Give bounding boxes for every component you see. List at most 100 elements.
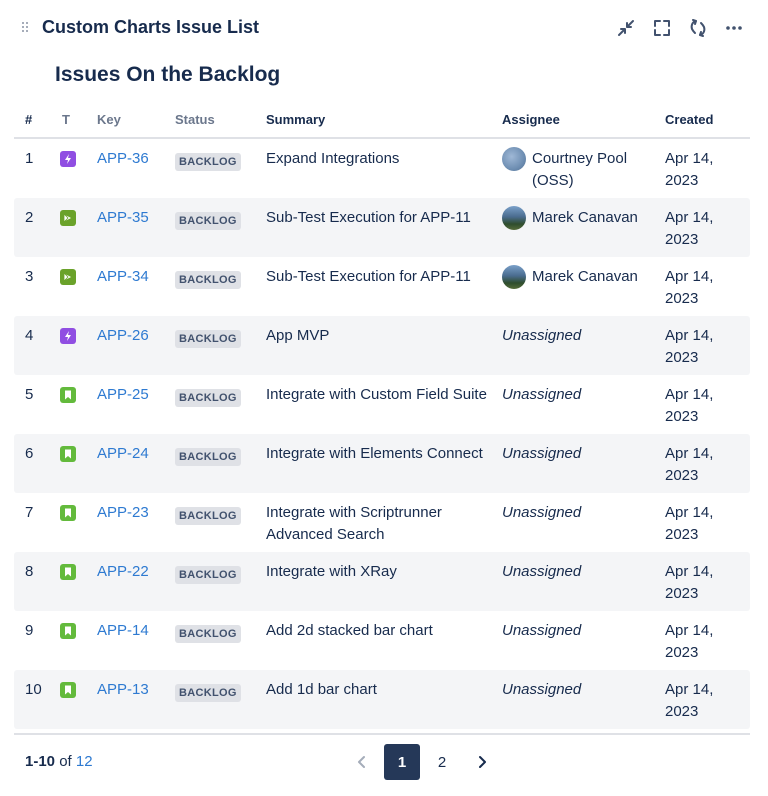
issue-key-link[interactable]: APP-13 [97, 681, 149, 698]
row-number: 8 [25, 563, 34, 580]
issue-type [60, 564, 76, 587]
assignee[interactable]: Marek Canavan [502, 265, 654, 289]
range-text: 1-10 [25, 753, 56, 770]
column-header-status[interactable]: Status [175, 112, 215, 127]
issue-key: APP-25 [97, 384, 149, 406]
column-header-type[interactable]: T [62, 112, 70, 127]
issue-key: APP-13 [97, 679, 149, 701]
issue-type [60, 446, 76, 469]
table-row[interactable]: 7 APP-23 BACKLOG Integrate with Scriptrunne… [14, 493, 750, 552]
issue-key-link[interactable]: APP-26 [97, 327, 149, 344]
assignee-cell: Unassigned [502, 561, 654, 583]
table-row[interactable]: 2 APP-35 BACKLOG Sub-Test Execution for APP… [14, 198, 750, 257]
row-number: 2 [25, 209, 34, 226]
sub-test-type-icon [60, 269, 76, 285]
assignee[interactable]: Marek Canavan [502, 206, 654, 230]
table-body: 1 APP-36 BACKLOG Expand Integrations Courtne… [14, 139, 750, 729]
issue-key: APP-24 [97, 443, 149, 465]
issue-type [60, 269, 76, 292]
issue-summary[interactable]: Add 2d stacked bar chart [266, 622, 433, 639]
sub-test-type-icon [60, 210, 76, 226]
issue-key-link[interactable]: APP-22 [97, 563, 149, 580]
status-cell: BACKLOG [175, 268, 241, 290]
status-cell: BACKLOG [175, 445, 241, 467]
issue-key: APP-35 [97, 207, 149, 229]
created-date: Apr 14, 2023 [665, 209, 714, 248]
row-number: 9 [25, 622, 34, 639]
more-button[interactable] [720, 14, 748, 42]
column-header-assignee[interactable]: Assignee [502, 112, 560, 127]
previous-page-button[interactable] [344, 744, 380, 780]
assignee-name: Marek Canavan [532, 268, 638, 285]
status-lozenge: BACKLOG [175, 625, 241, 643]
total-count: 12 [75, 753, 93, 770]
issue-summary[interactable]: App MVP [266, 327, 330, 344]
issue-key-link[interactable]: APP-34 [97, 268, 149, 285]
minimize-button[interactable] [612, 14, 640, 42]
table-row[interactable]: 1 APP-36 BACKLOG Expand Integrations Courtne… [14, 139, 750, 198]
status-cell: BACKLOG [175, 504, 241, 526]
table-row[interactable]: 9 APP-14 BACKLOG Add 2d stacked bar chart Un… [14, 611, 750, 670]
table-row[interactable]: 10 APP-13 BACKLOG Add 1d bar chart Unassigne… [14, 670, 750, 729]
table-row[interactable]: 6 APP-24 BACKLOG Integrate with Elements Co… [14, 434, 750, 493]
column-header-created[interactable]: Created [665, 112, 714, 127]
issue-type [60, 151, 76, 174]
issue-key-link[interactable]: APP-36 [97, 150, 149, 167]
table-row[interactable]: 5 APP-25 BACKLOG Integrate with Custom Fiel… [14, 375, 750, 434]
fullscreen-icon [654, 20, 670, 36]
refresh-button[interactable] [684, 14, 712, 42]
status-lozenge: BACKLOG [175, 212, 241, 230]
more-icon [726, 26, 742, 30]
issue-key: APP-23 [97, 502, 149, 524]
page-button-2[interactable]: 2 [437, 753, 447, 771]
issue-summary[interactable]: Sub-Test Execution for APP-11 [266, 209, 471, 226]
row-number: 1 [25, 150, 34, 167]
status-lozenge: BACKLOG [175, 271, 241, 289]
avatar [502, 206, 526, 230]
status-cell: BACKLOG [175, 386, 241, 408]
row-number: 10 [25, 681, 42, 698]
table-row[interactable]: 4 APP-26 BACKLOG App MVP Unassigned Apr 14, 2… [14, 316, 750, 375]
story-type-icon [60, 623, 76, 639]
column-header-summary[interactable]: Summary [266, 112, 326, 127]
assignee-name: Marek Canavan [532, 209, 638, 226]
issue-summary[interactable]: Integrate with Elements Connect [266, 445, 483, 462]
fullscreen-button[interactable] [648, 14, 676, 42]
status-lozenge: BACKLOG [175, 507, 241, 525]
issue-key: APP-26 [97, 325, 149, 347]
issue-summary[interactable]: Integrate with XRay [266, 563, 397, 580]
issue-key: APP-22 [97, 561, 149, 583]
issue-summary[interactable]: Integrate with Custom Field Suite [266, 386, 487, 403]
assignee[interactable]: Courtney Pool (OSS) [502, 147, 654, 192]
issue-summary[interactable]: Sub-Test Execution for APP-11 [266, 268, 471, 285]
issue-type [60, 387, 76, 410]
column-header-num[interactable]: # [25, 112, 33, 127]
issue-type [60, 682, 76, 705]
drag-handle-icon[interactable] [22, 22, 30, 34]
chevron-right-icon [479, 756, 486, 768]
issue-key-link[interactable]: APP-24 [97, 445, 149, 462]
issue-summary[interactable]: Integrate with Scriptrunner Advanced Sea… [266, 504, 442, 543]
minimize-icon [618, 20, 634, 36]
issue-key-link[interactable]: APP-25 [97, 386, 149, 403]
page-button-1[interactable]: 1 [384, 744, 420, 780]
issue-key-link[interactable]: APP-23 [97, 504, 149, 521]
column-header-key[interactable]: Key [97, 112, 121, 127]
row-number: 4 [25, 327, 34, 344]
table-row[interactable]: 3 APP-34 BACKLOG Sub-Test Execution for APP… [14, 257, 750, 316]
issue-key: APP-34 [97, 266, 149, 288]
next-page-button[interactable] [464, 744, 500, 780]
table-row[interactable]: 8 APP-22 BACKLOG Integrate with XRay Unassig… [14, 552, 750, 611]
issue-key-link[interactable]: APP-14 [97, 622, 149, 639]
assignee-unassigned: Unassigned [502, 327, 582, 344]
issue-key-link[interactable]: APP-35 [97, 209, 149, 226]
created-date: Apr 14, 2023 [665, 681, 714, 720]
assignee-cell: Unassigned [502, 502, 654, 524]
issue-summary[interactable]: Add 1d bar chart [266, 681, 377, 698]
issue-summary[interactable]: Expand Integrations [266, 150, 400, 167]
assignee-name: Courtney Pool (OSS) [532, 150, 628, 189]
row-number: 7 [25, 504, 34, 521]
epic-type-icon [60, 328, 76, 344]
refresh-icon [690, 19, 706, 37]
epic-type-icon [60, 151, 76, 167]
